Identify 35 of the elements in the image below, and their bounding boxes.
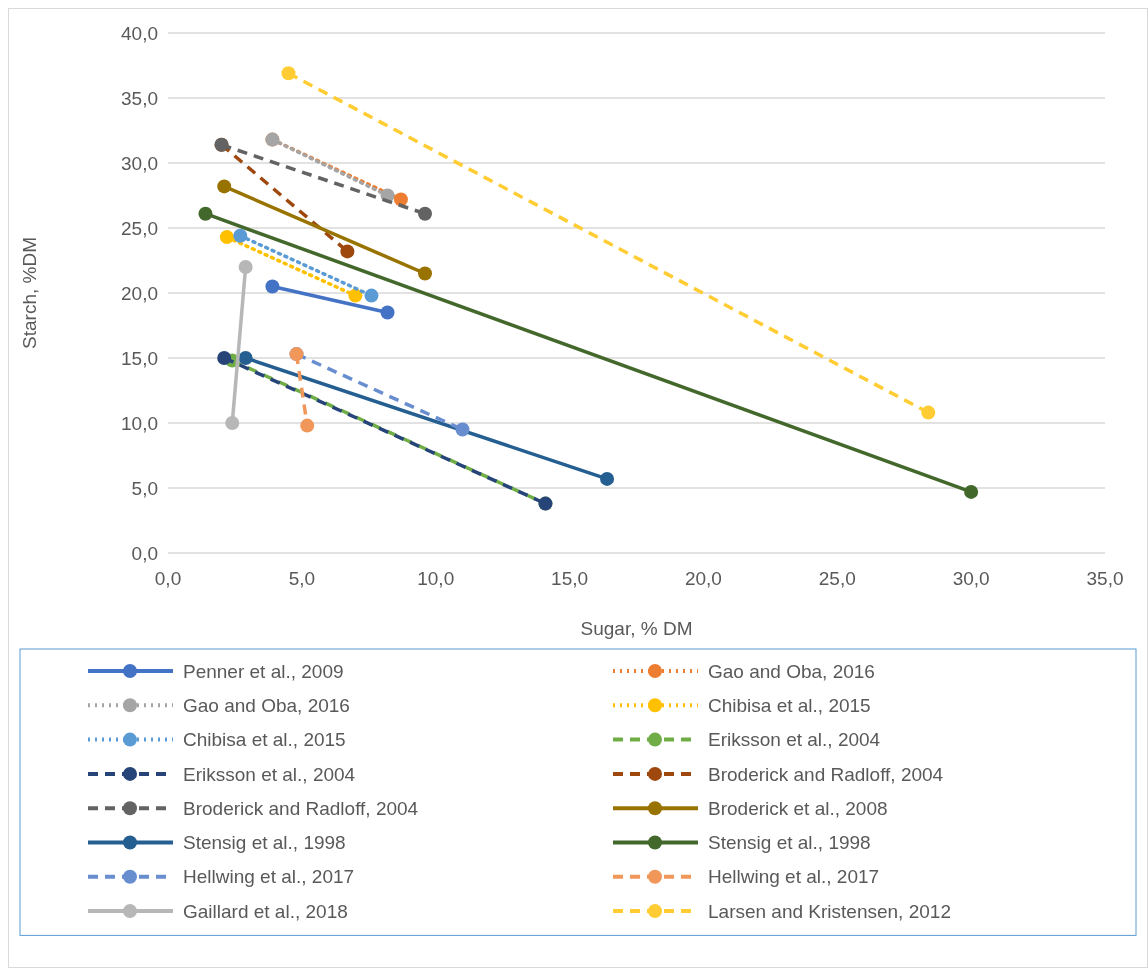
legend-label: Hellwing et al., 2017 [708, 866, 880, 888]
y-tick-label: 10,0 [121, 412, 158, 434]
legend-label: Broderick and Radloff, 2004 [183, 797, 419, 819]
legend-label: Penner et al., 2009 [183, 660, 344, 682]
legend-label: Eriksson et al., 2004 [183, 763, 356, 785]
y-tick-label: 30,0 [121, 152, 158, 174]
legend-label: Larsen and Kristensen, 2012 [708, 900, 951, 922]
x-tick-label: 20,0 [684, 568, 722, 589]
y-tick-label: 5,0 [131, 477, 158, 499]
legend-label: Chibisa et al., 2015 [183, 729, 346, 751]
x-axis-title: Sugar, % DM [580, 618, 693, 639]
x-tick-label: 5,0 [288, 568, 316, 589]
legend-label: Gao and Oba, 2016 [183, 694, 350, 716]
legend-label: Stensig et al., 1998 [708, 832, 871, 854]
y-tick-label: 40,0 [121, 22, 158, 44]
x-tick-label: 25,0 [818, 568, 856, 589]
y-tick-label: 0,0 [131, 542, 158, 564]
x-tick-label: 0,0 [154, 568, 182, 589]
y-tick-label: 20,0 [121, 282, 158, 304]
legend-label: Gaillard et al., 2018 [183, 900, 348, 922]
legend-label: Gao and Oba, 2016 [708, 660, 875, 682]
legend-label: Chibisa et al., 2015 [708, 694, 871, 716]
y-tick-label: 15,0 [121, 347, 158, 369]
legend-label: Eriksson et al., 2004 [708, 729, 881, 751]
legend-label: Broderick et al., 2008 [708, 797, 888, 819]
y-tick-label: 25,0 [121, 217, 158, 239]
y-tick-label: 35,0 [121, 87, 158, 109]
legend-label: Stensig et al., 1998 [183, 832, 346, 854]
x-tick-label: 30,0 [952, 568, 990, 589]
y-axis-title: Starch, %DM [19, 237, 40, 349]
legend-label: Broderick and Radloff, 2004 [708, 763, 944, 785]
x-tick-label: 10,0 [417, 568, 455, 589]
x-tick-label: 15,0 [551, 568, 589, 589]
legend-label: Hellwing et al., 2017 [183, 866, 355, 888]
x-tick-label: 35,0 [1086, 568, 1124, 589]
